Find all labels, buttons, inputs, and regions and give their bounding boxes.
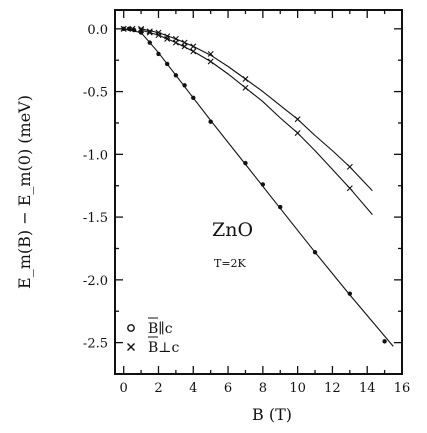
data-point-s1-10 — [242, 76, 249, 83]
data-point-s1-5 — [164, 33, 171, 40]
fit-line-2 — [140, 29, 373, 215]
data-point-s2-0 — [120, 25, 127, 32]
data-point-s2-9 — [207, 58, 214, 65]
y-tick-label-4: -2.0 — [83, 274, 108, 289]
legend-marker-circle — [127, 324, 135, 332]
data-point-s0-9 — [191, 95, 196, 101]
legend-marker-cross — [127, 343, 135, 351]
data-point-s2-7 — [181, 43, 188, 50]
legend-vector-b-1: B — [148, 321, 158, 337]
x-tick-label-2: 4 — [189, 381, 197, 396]
x-tick-label-5: 10 — [289, 381, 306, 396]
data-point-s2-3 — [146, 29, 153, 36]
legend-relation-parallel: ∥ — [158, 321, 164, 337]
y-axis-label: E_m(B) − E_m(0) (meV) — [15, 95, 34, 289]
data-point-s2-12 — [346, 185, 353, 192]
x-tick-label-3: 6 — [224, 381, 232, 396]
data-point-s0-16 — [382, 339, 387, 344]
x-tick-label-8: 16 — [394, 381, 411, 396]
data-point-s2-4 — [155, 32, 162, 39]
data-point-s2-6 — [172, 39, 179, 46]
x-tick-label-0: 0 — [120, 381, 128, 396]
x-tick-label-1: 2 — [154, 381, 162, 396]
data-point-s1-3 — [146, 28, 153, 35]
data-point-s1-12 — [346, 163, 353, 170]
data-point-s2-10 — [242, 84, 249, 91]
annotation-temperature: T=2K — [214, 257, 247, 270]
tick-labels: 0 2 4 6 8 10 12 14 16 0.0 -0.5 -1.0 -1.5 -2.0 -2.5 — [83, 23, 410, 396]
data-point-s0-14 — [312, 250, 318, 255]
axis-ticks — [115, 10, 403, 374]
y-tick-label-1: -0.5 — [83, 86, 108, 101]
data-point-s2-1 — [129, 25, 136, 32]
fit-lines — [123, 28, 394, 347]
data-point-s0-8 — [182, 83, 187, 88]
legend-axis-c-2: c — [171, 340, 179, 356]
data-point-s0-13 — [278, 204, 283, 210]
data-point-s2-8 — [190, 48, 197, 55]
legend: B∥c B⊥c — [127, 317, 179, 356]
data-point-s1-11 — [294, 116, 301, 123]
y-tick-label-0: 0.0 — [87, 23, 108, 38]
plot-frame — [114, 9, 403, 375]
data-point-s1-8 — [190, 43, 197, 50]
data-point-s2-5 — [164, 35, 171, 42]
fit-line-1 — [140, 28, 373, 192]
data-point-s1-4 — [155, 29, 162, 36]
x-axis-label: B (T) — [252, 405, 292, 424]
legend-vector-b-2: B — [148, 340, 158, 356]
x-tick-label-7: 14 — [359, 381, 376, 396]
y-tick-label-2: -1.0 — [83, 148, 108, 163]
x-tick-label-4: 8 — [259, 381, 267, 396]
data-point-s2-11 — [294, 130, 301, 136]
data-point-s2-2 — [138, 27, 145, 34]
legend-text-parallel: B∥c — [148, 321, 173, 337]
data-point-s0-12 — [260, 182, 266, 187]
data-point-s0-5 — [156, 51, 161, 57]
annotation-material: ZnO — [212, 219, 253, 241]
legend-axis-c-1: c — [165, 321, 173, 337]
data-point-s1-2 — [138, 25, 145, 32]
legend-relation-perpendicular: ⊥ — [158, 340, 171, 356]
data-point-s0-7 — [173, 73, 179, 78]
legend-text-perpendicular: B⊥c — [148, 340, 179, 356]
data-point-s0-6 — [164, 61, 170, 67]
x-tick-label-6: 12 — [324, 381, 341, 396]
y-tick-label-5: -2.5 — [83, 337, 108, 352]
data-point-s0-1 — [126, 26, 132, 32]
data-points — [120, 25, 387, 344]
fit-line-0 — [123, 28, 394, 347]
data-point-s0-11 — [243, 160, 248, 166]
data-point-s0-10 — [208, 119, 213, 124]
data-point-s0-4 — [147, 40, 152, 45]
data-point-s1-9 — [207, 50, 214, 57]
y-tick-label-3: -1.5 — [83, 211, 108, 226]
data-point-s0-15 — [347, 291, 353, 296]
